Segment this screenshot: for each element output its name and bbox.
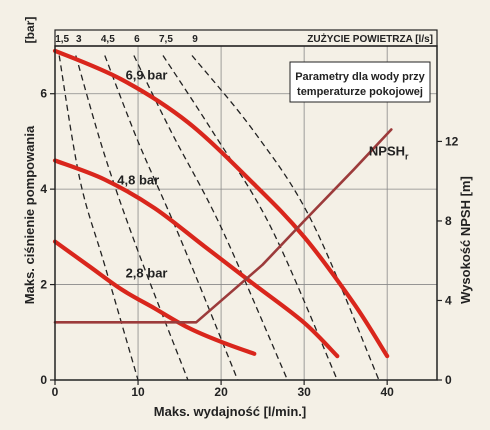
curve-annotation: 6,9 bar	[126, 67, 168, 82]
y-tick-label: 0	[40, 373, 47, 387]
curve-annotation: NPSHr	[369, 144, 409, 162]
y-unit-label: [bar]	[23, 17, 37, 44]
top-tick-label: 4,5	[101, 34, 115, 45]
y-tick-label: 2	[40, 278, 47, 292]
pressure-curve	[52, 48, 390, 359]
y2-tick-label: 12	[445, 134, 459, 148]
legend-line-2: temperaturze pokojowej	[297, 86, 423, 98]
x-axis-label: Maks. wydajność [l/min.]	[154, 404, 306, 419]
top-tick-label: 7,5	[159, 34, 173, 45]
air-consumption-line	[162, 55, 338, 381]
air-consumption-line	[133, 55, 289, 381]
top-axis-strip	[54, 29, 438, 47]
curve-annotation: 2,8 bar	[126, 265, 168, 280]
air-consumption-line	[75, 55, 189, 381]
legend-box: Parametry dla wody przy temperaturze pok…	[289, 61, 431, 103]
pressure-curve	[52, 239, 257, 356]
top-axis-ticks: 1,5 3 4,5 6 7,5 9	[55, 34, 198, 45]
top-tick-label: 3	[76, 34, 82, 45]
annotations: 6,9 bar 4,8 bar 2,8 bar NPSHr	[117, 67, 409, 280]
series-lines	[52, 48, 393, 359]
x-tick-label: 20	[214, 385, 228, 399]
air-consumption-line	[191, 55, 380, 381]
npsh-curve	[53, 128, 393, 324]
y2-tick-label: 8	[445, 214, 452, 228]
air-consumption-line	[104, 55, 239, 381]
axis-ticks: 0 10 20 30 40 0 2 4 6 0 4 8 12	[40, 87, 458, 399]
y-tick-label: 6	[40, 87, 47, 101]
y2-tick-label: 0	[445, 373, 452, 387]
air-consumption-line	[58, 55, 139, 381]
y-axis-label: Maks. ciśnienie pompowania	[22, 125, 37, 304]
legend-line-1: Parametry dla wody przy	[295, 71, 425, 83]
air-consumption-lines	[58, 55, 380, 381]
x-tick-label: 40	[380, 385, 394, 399]
top-tick-label: 6	[134, 34, 140, 45]
top-tick-label: 9	[192, 34, 198, 45]
curve-annotation-subscript: r	[405, 152, 409, 162]
y2-axis-label: Wysokość NPSH [m]	[458, 176, 473, 304]
pressure-curve	[52, 158, 340, 359]
curve-annotation: 4,8 bar	[117, 172, 159, 187]
top-tick-label: 1,5	[55, 34, 69, 45]
y-tick-label: 4	[40, 182, 47, 196]
top-axis-label: ZUŻYCIE POWIETRZA [l/s]	[307, 32, 433, 45]
x-tick-label: 10	[131, 385, 145, 399]
y2-tick-label: 4	[445, 293, 452, 307]
x-tick-label: 30	[297, 385, 311, 399]
x-tick-label: 0	[52, 385, 59, 399]
